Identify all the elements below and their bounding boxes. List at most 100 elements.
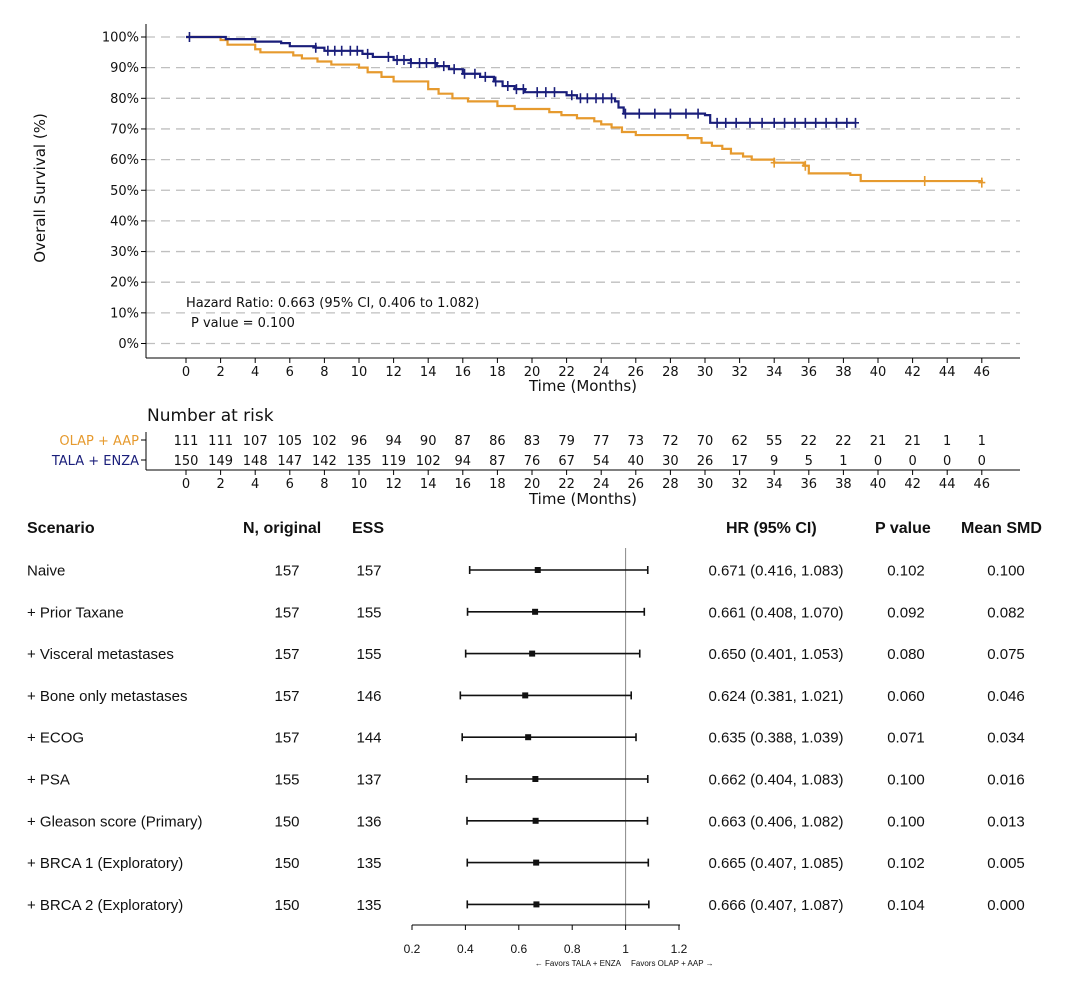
km-curve-olap-aap (186, 35, 983, 183)
hr-point (532, 776, 539, 782)
km-y-tick-label: 80% (110, 92, 139, 107)
p-value: 0.102 (887, 563, 925, 580)
forest-rows: Naive 157 157 0.671 (0.416, 1.083) 0.102 0.10… (27, 563, 1025, 914)
km-censor-mark (504, 81, 512, 92)
forest-x-tick-label: 1 (622, 942, 629, 956)
mean-smd-value: 0.016 (987, 772, 1025, 789)
favors-right-label: Favors OLAP + AAP → (631, 959, 714, 968)
km-y-tick-label: 40% (110, 214, 139, 229)
risk-count: 83 (524, 434, 541, 449)
km-censor-mark (791, 117, 799, 128)
risk-count: 21 (870, 434, 887, 449)
km-x-tick-label: 16 (455, 365, 472, 380)
hr-point (533, 901, 540, 908)
km-y-tick-label: 70% (110, 122, 139, 137)
km-x-tick-label: 14 (420, 365, 437, 380)
risk-count: 119 (381, 454, 406, 469)
risk-x-tick-label: 6 (286, 477, 294, 492)
km-y-ticks: 0% 10% 20% 30% 40% 50% 60% 70% 80% 90% 100% (102, 31, 146, 352)
header-n-original: N, original (243, 520, 321, 537)
risk-x-tick-label: 20 (524, 477, 541, 492)
risk-count: 30 (662, 454, 679, 469)
km-x-tick-label: 30 (697, 365, 714, 380)
km-x-axis-title: Time (Months) (528, 377, 637, 395)
hr-point (532, 817, 539, 824)
km-censor-mark (550, 87, 558, 98)
risk-count: 21 (904, 434, 921, 449)
km-x-tick-label: 0 (182, 365, 190, 380)
risk-x-tick-label: 44 (939, 477, 956, 492)
hr-point (532, 608, 539, 615)
ess-value: 146 (356, 688, 381, 705)
risk-count: 148 (243, 454, 268, 469)
n-original-value: 155 (274, 772, 299, 789)
risk-count: 22 (801, 434, 818, 449)
km-censor-mark (461, 68, 469, 79)
risk-count: 1 (839, 454, 847, 469)
hr-ci-value: 0.624 (0.381, 1.021) (708, 688, 843, 705)
hr-point (525, 734, 532, 741)
n-original-value: 157 (274, 646, 299, 663)
forest-plot: Scenario N, original ESS HR (95% CI) P v… (27, 520, 1042, 968)
km-censor-mark (822, 117, 830, 128)
risk-count: 72 (662, 434, 679, 449)
km-censor-mark (346, 45, 354, 56)
n-original-value: 157 (274, 688, 299, 705)
favors-left-label: ← Favors TALA + ENZA (535, 959, 622, 968)
km-censor-mark (331, 45, 339, 56)
km-censor-mark (843, 117, 851, 128)
risk-x-tick-label: 36 (801, 477, 818, 492)
km-x-tick-label: 36 (801, 365, 818, 380)
km-censor-mark (746, 117, 754, 128)
p-value: 0.080 (887, 646, 925, 663)
risk-count: 86 (489, 434, 506, 449)
ess-value: 136 (356, 813, 381, 830)
p-value: 0.071 (887, 730, 925, 747)
km-y-tick-label: 30% (110, 245, 139, 260)
number-at-risk-table: Number at risk OLAP + AAP 111 111 107 105 102… (51, 406, 1020, 508)
n-original-value: 150 (274, 897, 299, 914)
km-censor-mark (921, 176, 929, 187)
risk-count: 73 (628, 434, 645, 449)
km-x-tick-label: 34 (766, 365, 783, 380)
km-censor-mark (621, 108, 629, 119)
km-y-axis-title: Overall Survival (%) (31, 113, 49, 263)
p-value: 0.102 (887, 855, 925, 872)
km-y-tick-label: 50% (110, 184, 139, 199)
risk-count: 54 (593, 454, 610, 469)
scenario-label: + BRCA 2 (Exploratory) (27, 897, 183, 914)
km-censor-mark (185, 32, 193, 42)
km-censor-mark (338, 45, 346, 56)
risk-x-tick-label: 10 (351, 477, 368, 492)
mean-smd-value: 0.082 (987, 604, 1025, 621)
risk-count: 94 (455, 454, 472, 469)
risk-count: 135 (347, 454, 372, 469)
risk-count: 70 (697, 434, 714, 449)
km-censor-mark (440, 61, 448, 72)
forest-x-ticks: 0.2 0.4 0.6 0.8 1 1.2 (404, 925, 688, 956)
ess-value: 135 (356, 897, 381, 914)
risk-count: 142 (312, 454, 337, 469)
km-censor-mark (758, 117, 766, 128)
km-x-tick-label: 46 (974, 365, 991, 380)
km-censor-mark (722, 117, 730, 128)
risk-rows: OLAP + AAP 111 111 107 105 102 96 94 90 87 86 83 79 7… (51, 434, 986, 469)
header-scenario: Scenario (27, 520, 95, 537)
scenario-label: + Bone only metastases (27, 688, 188, 705)
km-censor-mark (651, 108, 659, 119)
mean-smd-value: 0.005 (987, 855, 1025, 872)
risk-count: 102 (312, 434, 337, 449)
risk-count: 87 (489, 454, 506, 469)
risk-x-tick-label: 14 (420, 477, 437, 492)
hr-ci-value: 0.661 (0.408, 1.070) (708, 604, 843, 621)
forest-x-tick-label: 0.4 (457, 942, 474, 956)
risk-count: 96 (351, 434, 368, 449)
km-x-tick-label: 42 (904, 365, 921, 380)
risk-x-tick-label: 2 (216, 477, 224, 492)
scenario-label: + PSA (27, 772, 70, 789)
p-value: 0.104 (887, 897, 925, 914)
scenario-label: Naive (27, 563, 65, 580)
ess-value: 137 (356, 772, 381, 789)
p-value: 0.100 (887, 772, 925, 789)
